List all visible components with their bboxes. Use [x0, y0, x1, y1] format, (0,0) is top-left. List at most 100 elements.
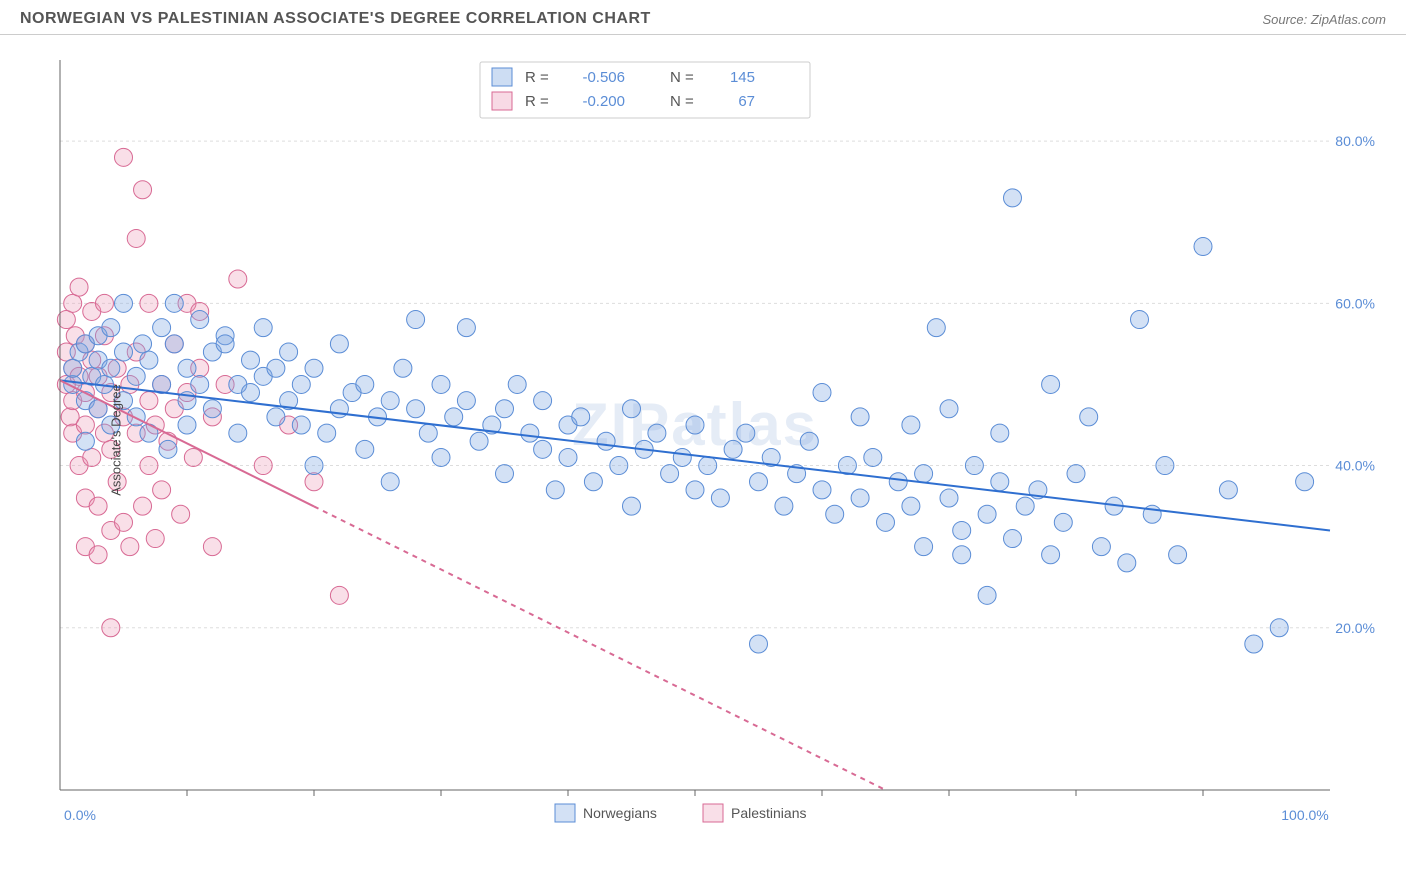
- norwegians-point: [597, 432, 615, 450]
- norwegians-point: [915, 465, 933, 483]
- norwegians-point: [305, 359, 323, 377]
- norwegians-point: [165, 335, 183, 353]
- palestinians-point: [121, 538, 139, 556]
- norwegians-point: [432, 448, 450, 466]
- palestinians-point: [229, 270, 247, 288]
- svg-text:R =: R =: [525, 93, 549, 110]
- palestinians-point: [330, 586, 348, 604]
- legend-r-value: -0.200: [582, 93, 625, 110]
- y-tick-label: 20.0%: [1335, 620, 1375, 636]
- norwegians-point: [623, 497, 641, 515]
- norwegians-point: [521, 424, 539, 442]
- norwegians-point: [1054, 513, 1072, 531]
- norwegians-point: [457, 392, 475, 410]
- norwegians-point: [76, 432, 94, 450]
- palestinians-point: [83, 448, 101, 466]
- norwegians-point: [813, 481, 831, 499]
- palestinians-point: [140, 392, 158, 410]
- norwegians-point: [1067, 465, 1085, 483]
- norwegians-point: [153, 319, 171, 337]
- norwegians-point: [165, 294, 183, 312]
- regression-line-extrapolated: [314, 506, 886, 790]
- norwegians-point: [102, 359, 120, 377]
- norwegians-point: [1042, 546, 1060, 564]
- norwegians-point: [1156, 457, 1174, 475]
- norwegians-point: [102, 319, 120, 337]
- norwegians-point: [889, 473, 907, 491]
- norwegians-point: [940, 489, 958, 507]
- norwegians-point: [254, 319, 272, 337]
- norwegians-point: [813, 384, 831, 402]
- palestinians-point: [115, 148, 133, 166]
- norwegians-point: [610, 457, 628, 475]
- norwegians-point: [64, 359, 82, 377]
- norwegians-point: [1245, 635, 1263, 653]
- norwegians-point: [191, 311, 209, 329]
- norwegians-point: [457, 319, 475, 337]
- norwegians-point: [470, 432, 488, 450]
- norwegians-point: [673, 448, 691, 466]
- norwegians-point: [686, 481, 704, 499]
- palestinians-point: [146, 530, 164, 548]
- norwegians-point: [661, 465, 679, 483]
- norwegians-point: [1270, 619, 1288, 637]
- norwegians-point: [877, 513, 895, 531]
- y-tick-label: 40.0%: [1335, 458, 1375, 474]
- y-tick-label: 60.0%: [1335, 295, 1375, 311]
- norwegians-point: [127, 367, 145, 385]
- legend-n-value: 67: [738, 93, 755, 110]
- norwegians-point: [115, 294, 133, 312]
- palestinians-point: [254, 457, 272, 475]
- norwegians-point: [826, 505, 844, 523]
- palestinians-point: [184, 448, 202, 466]
- norwegians-point: [508, 375, 526, 393]
- norwegians-point: [1080, 408, 1098, 426]
- palestinians-point: [89, 497, 107, 515]
- norwegians-point: [851, 408, 869, 426]
- norwegians-point: [1118, 554, 1136, 572]
- palestinians-point: [64, 294, 82, 312]
- norwegians-point: [991, 424, 1009, 442]
- norwegians-point: [280, 343, 298, 361]
- y-axis-label: Associate's Degree: [108, 384, 123, 496]
- norwegians-point: [242, 384, 260, 402]
- palestinians-point: [115, 513, 133, 531]
- y-tick-label: 80.0%: [1335, 133, 1375, 149]
- palestinians-point: [134, 181, 152, 199]
- chart-header: NORWEGIAN VS PALESTINIAN ASSOCIATE'S DEG…: [0, 0, 1406, 35]
- norwegians-point: [978, 505, 996, 523]
- norwegians-point: [686, 416, 704, 434]
- norwegians-point: [940, 400, 958, 418]
- scatter-chart: 20.0%40.0%60.0%80.0%ZIPatlas0.0%100.0%R …: [50, 50, 1380, 870]
- norwegians-point: [381, 392, 399, 410]
- norwegians-point: [737, 424, 755, 442]
- x-tick-label: 100.0%: [1281, 807, 1328, 823]
- palestinians-point: [127, 229, 145, 247]
- palestinians-point: [134, 497, 152, 515]
- norwegians-point: [534, 440, 552, 458]
- norwegians-point: [953, 546, 971, 564]
- norwegians-point: [356, 375, 374, 393]
- chart-source: Source: ZipAtlas.com: [1262, 12, 1386, 27]
- norwegians-point: [902, 416, 920, 434]
- norwegians-point: [292, 375, 310, 393]
- palestinians-point: [140, 457, 158, 475]
- norwegians-point: [1194, 238, 1212, 256]
- norwegians-point: [330, 335, 348, 353]
- norwegians-point: [965, 457, 983, 475]
- norwegians-point: [356, 440, 374, 458]
- norwegians-point: [1131, 311, 1149, 329]
- x-tick-label: 0.0%: [64, 807, 96, 823]
- palestinians-point: [203, 538, 221, 556]
- legend-swatch: [492, 92, 512, 110]
- norwegians-point: [623, 400, 641, 418]
- palestinians-point: [102, 619, 120, 637]
- norwegians-point: [191, 375, 209, 393]
- norwegians-point: [394, 359, 412, 377]
- legend-series-label: Palestinians: [731, 805, 807, 821]
- norwegians-point: [127, 408, 145, 426]
- norwegians-point: [750, 635, 768, 653]
- norwegians-point: [1004, 530, 1022, 548]
- norwegians-point: [915, 538, 933, 556]
- norwegians-point: [546, 481, 564, 499]
